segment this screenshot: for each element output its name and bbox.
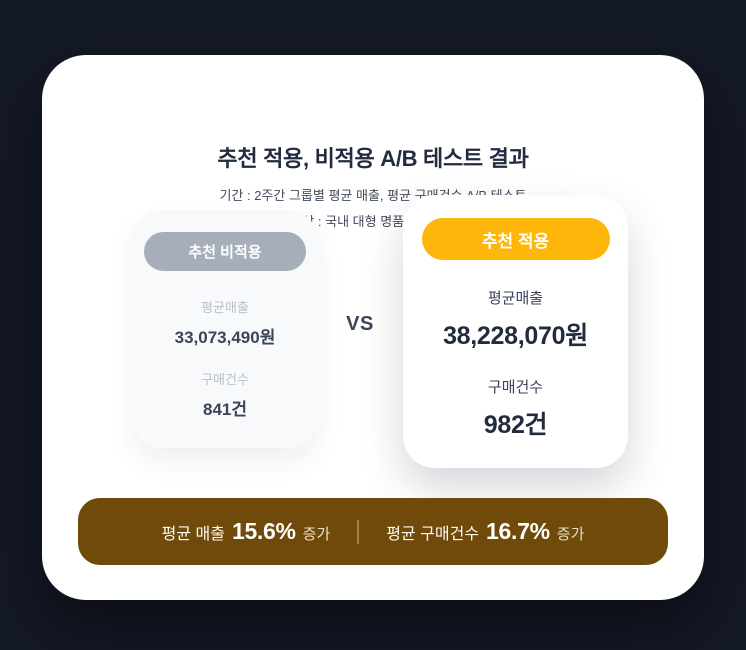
summary-bar: 평균 매출 15.6% 증가 평균 구매건수 16.7% 증가: [78, 498, 668, 565]
variant-purchases-value: 982건: [483, 411, 548, 439]
page-title: 추천 적용, 비적용 A/B 테스트 결과: [217, 146, 529, 171]
control-purchases-value: 841건: [202, 400, 247, 419]
summary-revenue-percent: 15.6%: [231, 518, 296, 544]
summary-purchases-suffix: 증가: [556, 526, 585, 543]
variant-purchases-label: 구매건수: [487, 379, 544, 396]
summary-revenue-label: 평균 매출: [161, 526, 225, 543]
summary-divider: [357, 519, 360, 544]
variant-group-panel: 추천 적용 평균매출 38,228,070원 구매건수 982건: [403, 195, 628, 468]
summary-purchases-label: 평균 구매건수: [386, 526, 480, 543]
variant-group-badge: 추천 적용: [421, 218, 610, 260]
summary-revenue-suffix: 증가: [302, 526, 331, 543]
variant-revenue-label: 평균매출: [487, 290, 544, 307]
result-card: 추천 적용, 비적용 A/B 테스트 결과 기간 : 2주간 그룹별 평균 매출…: [42, 55, 704, 600]
control-group-badge: 추천 비적용: [144, 232, 306, 271]
vs-label: VS: [346, 313, 374, 335]
control-revenue-value: 33,073,490원: [174, 328, 276, 347]
summary-purchases-percent: 16.7%: [486, 518, 550, 544]
control-purchases-label: 구매건수: [201, 372, 249, 387]
control-revenue-label: 평균매출: [201, 300, 249, 315]
summary-revenue-item: 평균 매출 15.6% 증가: [162, 518, 331, 545]
control-group-panel: 추천 비적용 평균매출 33,073,490원 구매건수 841건: [132, 210, 318, 448]
summary-purchases-item: 평균 구매건수 16.7% 증가: [386, 518, 584, 545]
variant-revenue-value: 38,228,070원: [443, 322, 588, 350]
